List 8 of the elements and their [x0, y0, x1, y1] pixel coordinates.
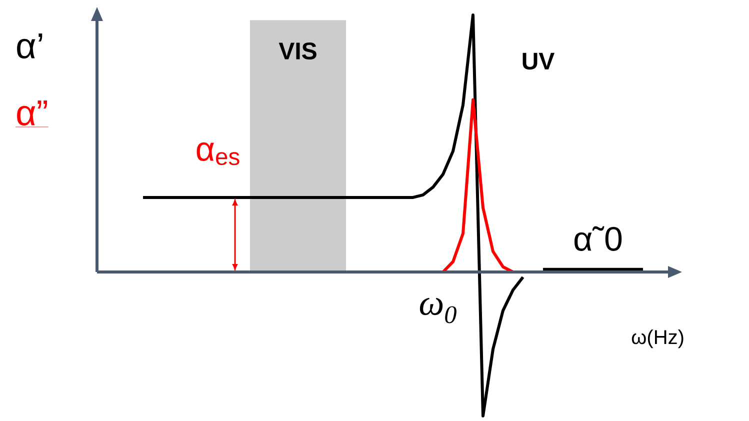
annotation: α˜0: [574, 226, 622, 251]
text: α”: [17, 100, 48, 126]
annotation: UV: [522, 52, 555, 70]
annotation: VIS: [278, 42, 316, 60]
text: α’: [17, 33, 42, 59]
x-axis-title: ω(Hz): [632, 330, 684, 348]
annotation: α$_{es}$: [196, 142, 240, 166]
annotation: ω$_{0}$: [420, 298, 456, 324]
